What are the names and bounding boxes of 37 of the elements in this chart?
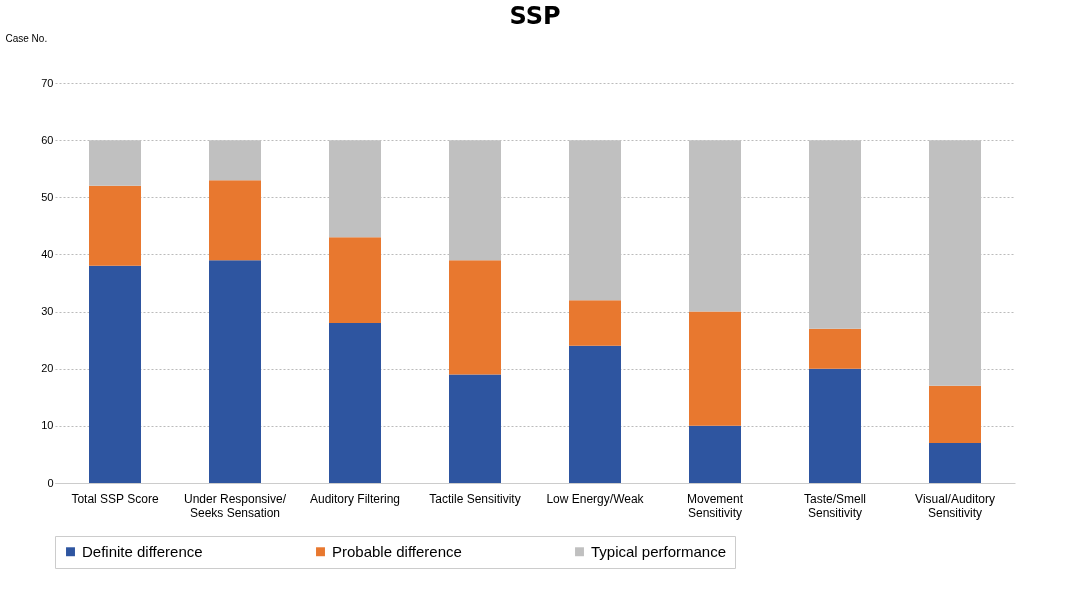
bar [689,311,741,426]
bar [929,443,981,483]
y-tick-label: 40 [41,247,54,260]
y-tick-label: 0 [47,476,54,489]
bar [209,180,261,261]
y-tick-label: 20 [41,362,54,375]
x-tick-label: Under Responsive/ Seeks Sensation [183,491,287,520]
bar [569,345,621,483]
x-tick-label: Total SSP Score [71,491,159,506]
bar [809,328,861,369]
chart-title: SSP [509,2,561,30]
bar [329,237,381,323]
x-tick-label: Visual/Auditory Sensitivity [915,491,995,520]
y-tick-label: 70 [41,76,54,89]
y-tick-label: 50 [41,190,54,203]
bar [569,300,621,346]
bar [329,323,381,483]
bar [449,374,501,483]
y-tick-label: 30 [41,305,54,318]
x-tick-label: Auditory Filtering [309,491,401,506]
y-tick-label: 60 [41,133,54,146]
x-tick-label: Taste/Smell Sensitivity [803,491,867,520]
bar [689,425,741,483]
bar [89,185,141,266]
bar [209,260,261,483]
x-tick-label: Movement Sensitivity [686,491,744,520]
bar [89,265,141,483]
legend-label: Definite difference [82,542,203,560]
x-tick-label: Low Energy/Weak [546,491,645,506]
y-axis-title: Case No. [5,32,48,44]
x-tick-label: Tactile Sensitivity [429,491,521,506]
legend-label: Typical performance [591,542,727,560]
y-tick-label: 10 [41,419,54,432]
bar [809,368,861,483]
bar [449,260,501,375]
bar [929,385,981,443]
legend-label: Probable difference [332,542,462,560]
